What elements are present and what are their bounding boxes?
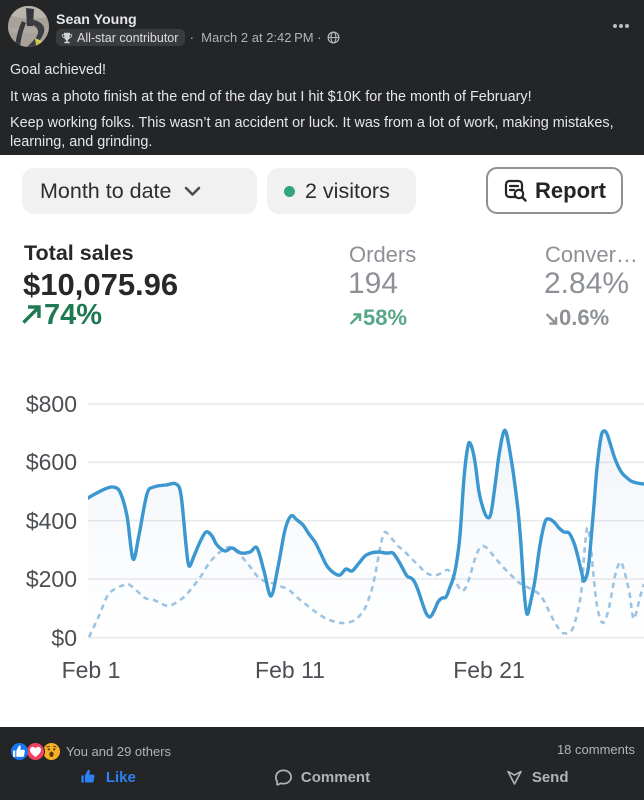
svg-text:Feb 1: Feb 1 [62, 657, 121, 683]
svg-text:$0: $0 [51, 625, 77, 651]
svg-text:Feb 21: Feb 21 [453, 657, 525, 683]
svg-text:$800: $800 [26, 391, 77, 417]
svg-text:$600: $600 [26, 449, 77, 475]
svg-text:$200: $200 [26, 566, 77, 592]
svg-text:Feb 11: Feb 11 [255, 657, 325, 683]
svg-text:$400: $400 [26, 508, 77, 534]
